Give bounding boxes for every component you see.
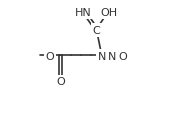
Text: HN: HN <box>75 8 92 18</box>
Text: N: N <box>108 51 116 61</box>
Text: N: N <box>97 51 106 61</box>
Text: O: O <box>56 77 65 86</box>
Text: C: C <box>93 26 100 36</box>
Text: OH: OH <box>100 8 117 18</box>
Text: O: O <box>46 51 54 61</box>
Text: O: O <box>119 51 127 61</box>
